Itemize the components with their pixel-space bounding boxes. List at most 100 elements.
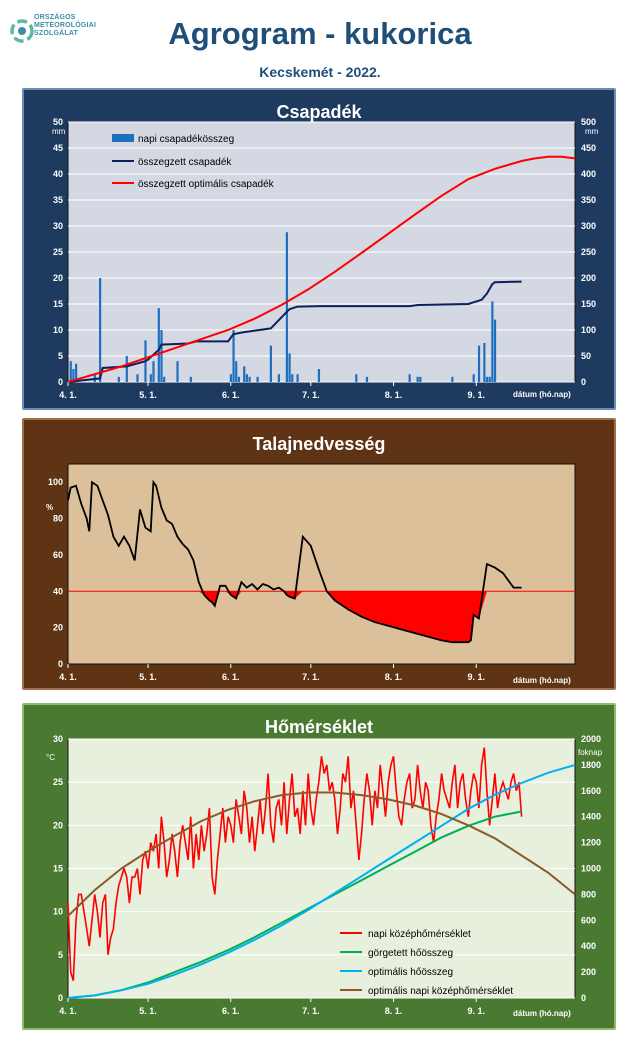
page-title: Agrogram - kukorica [168,16,472,51]
y-tick-label-right: 1800 [581,760,601,770]
y-tick-label-right: 200 [581,967,596,977]
precip-bar [75,363,78,382]
y-tick-label-left: 25 [53,247,63,257]
y-tick-label-left: 30 [53,734,63,744]
precip-bar [163,376,166,382]
y-tick-label-left: 15 [53,299,63,309]
y-unit-left: mm [52,127,66,136]
org-line: METEOROLÓGIAI [34,22,97,29]
y-unit: % [46,503,53,512]
x-tick-label: 6. 1. [222,1006,240,1016]
legend-label: napi csapadékösszeg [138,134,234,145]
x-tick-label: 8. 1. [385,672,403,682]
y-tick-label-right: 200 [581,273,596,283]
precip-bar [176,361,179,382]
y-unit-right: mm [585,127,599,136]
precip-bar [408,374,411,382]
precip-bar [117,376,120,382]
precip-bar [99,278,102,382]
x-tick-label: 4. 1. [59,672,77,682]
y-tick-label-left: 35 [53,195,63,205]
precip-bar [291,374,294,382]
page-subtitle: Kecskemét - 2022. [259,64,381,80]
org-line: ORSZÁGOS [34,14,76,21]
y-tick-label-left: 10 [53,907,63,917]
x-tick-label: 9. 1. [468,1006,486,1016]
precip-bar [248,376,251,382]
precip-bar [472,374,475,382]
y-tick-label-right: 50 [581,351,591,361]
chart-title: Csapadék [276,102,362,122]
legend-label: napi középhőmérséklet [368,929,471,940]
precip-bar [317,369,321,382]
legend-label: görgetett hőösszeg [368,948,453,959]
y-tick-label-right: 400 [581,941,596,951]
y-tick-label-right: 0 [581,993,586,1003]
legend: napi csapadékösszeg összegzett csapadék … [112,134,275,190]
x-axis-label: dátum (hó.nap) [513,390,571,399]
chart-title: Talajnedvesség [253,434,386,454]
x-tick-label: 4. 1. [59,390,77,400]
precip-bar [288,353,291,382]
precipitation-chart: Csapadék 0510152025303540455005010015020… [24,90,614,408]
precip-bar [285,232,289,382]
x-tick-label: 7. 1. [302,672,320,682]
y-tick-label-right: 1600 [581,786,601,796]
series-line [67,280,522,383]
y-tick-label: 60 [53,550,63,560]
deficit-area [68,591,522,643]
y-tick-label-right: 450 [581,143,596,153]
y-tick-label-left: 0 [58,377,63,387]
precip-bar [189,376,192,382]
precip-bar [152,361,155,382]
precip-bar [483,343,486,382]
y-tick-label-right: 800 [581,889,596,899]
legend-label: összegzett csapadék [138,157,232,168]
precip-bar [160,330,163,382]
y-tick-label-left: 25 [53,777,63,787]
legend-label: optimális hőösszeg [368,967,453,978]
soil-moisture-chart: Talajnedvesség 0 20 40 60 80 100 4. 1. 5. 1. 6. … [24,420,614,688]
x-tick-label: 6. 1. [222,390,240,400]
precip-bar [157,308,160,382]
y-tick-label-left: 50 [53,117,63,127]
y-tick-label-right: 1400 [581,812,601,822]
y-tick-label-right: 300 [581,221,596,231]
precip-bar [451,376,454,382]
y-tick-label-left: 20 [53,273,63,283]
precip-bar [365,376,369,382]
precip-bar [125,356,128,382]
y-tick-label-right: 0 [581,377,586,387]
y-tick-label-left: 30 [53,221,63,231]
series-line [67,479,522,644]
org-name: ORSZÁGOS METEOROLÓGIAI SZOLGÁLAT [34,14,96,38]
y-tick-label-left: 10 [53,325,63,335]
temperature-panel: Hőmérséklet 0 5 10 15 20 25 30 0 200 400 600 800 100… [22,703,616,1030]
x-tick-label: 8. 1. [385,390,403,400]
x-tick-label: 5. 1. [139,1006,157,1016]
precip-bar [416,376,419,382]
y-tick-label-left: 15 [53,864,63,874]
legend-label: optimális napi középhőmérséklet [368,986,513,997]
precip-bar [245,374,248,382]
x-tick-label: 8. 1. [385,1006,403,1016]
precip-bar [277,374,281,382]
temperature-chart: Hőmérséklet 0 5 10 15 20 25 30 0 200 400 600 800 100… [24,705,614,1028]
precip-bar [355,374,358,382]
precip-bar [485,376,489,382]
precip-bar [149,374,152,382]
soil-moisture-panel: Talajnedvesség 0 20 40 60 80 100 4. 1. 5. 1. 6. … [22,418,616,690]
y-tick-label: 40 [53,586,63,596]
precip-bar [69,361,72,382]
y-tick-label-right: 500 [581,117,596,127]
y-tick-label-right: 100 [581,325,596,335]
x-tick-label: 4. 1. [59,1006,77,1016]
precip-bar [491,301,494,382]
series-line [67,791,576,917]
chart-title: Hőmérséklet [265,717,373,737]
series-line [67,155,576,383]
x-axis-label: dátum (hó.nap) [513,676,571,685]
precip-bar [237,376,240,382]
precip-bar [419,376,422,382]
legend-swatch-bars [112,134,134,142]
